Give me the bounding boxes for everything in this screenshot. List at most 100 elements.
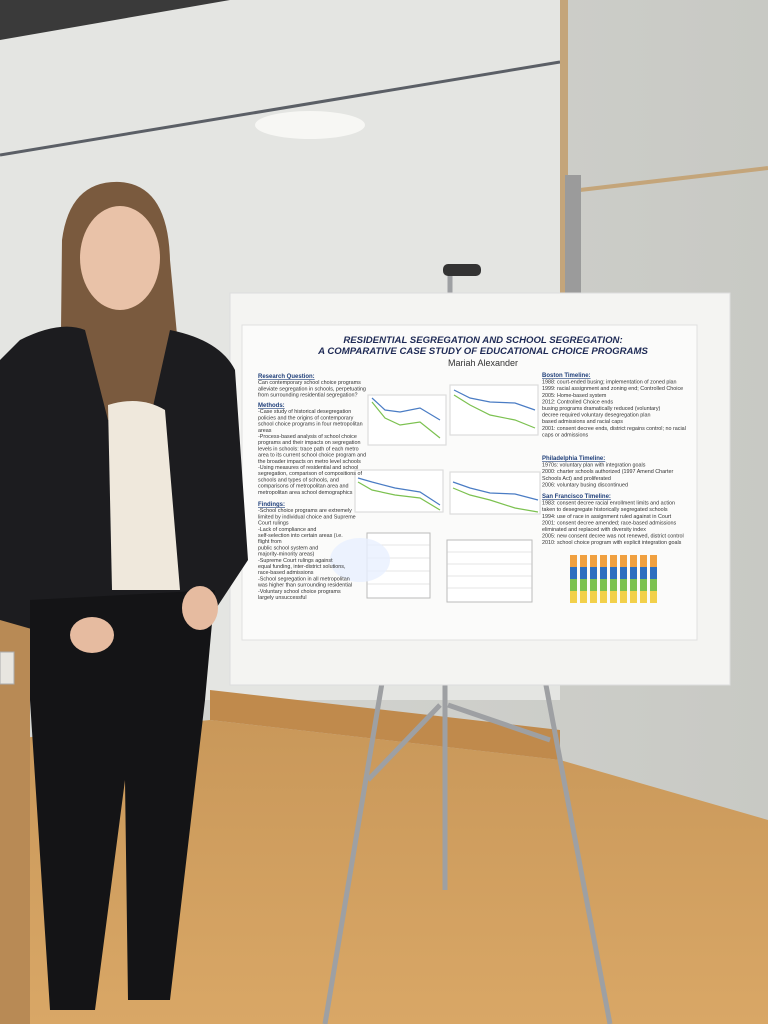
figure-bar: [620, 567, 627, 579]
figure-bar: [590, 555, 597, 567]
figure-bar: [610, 555, 617, 567]
person: [0, 181, 248, 1010]
figure-bar: [600, 579, 607, 591]
section-line: schools and types of schools, and: [258, 477, 339, 483]
figure-bar: [650, 567, 657, 579]
section-line: -Using measures of residential and schoo…: [258, 465, 358, 471]
section-line: -Process-based analysis of school choice: [258, 434, 357, 440]
poster-author: Mariah Alexander: [448, 358, 518, 368]
easel: [322, 270, 613, 1024]
figure-bar: [650, 579, 657, 591]
figure-bar: [600, 555, 607, 567]
outlet: [0, 651, 15, 685]
section-line: -School segregation in all metropolitan: [258, 576, 350, 582]
figure-bar: [570, 591, 577, 603]
light-reflection: [255, 111, 365, 139]
section-line: Court rulings: [258, 521, 289, 527]
section-line: self-selection into certain areas (i.e.: [258, 533, 343, 539]
section-line: largely unsuccessful: [258, 595, 307, 601]
section-heading: Philadelphia Timeline:: [542, 456, 605, 462]
section-line: -Case study of historical desegregation: [258, 409, 351, 415]
section-line: Can contemporary school choice programs: [258, 380, 361, 386]
baseboard: [210, 690, 560, 760]
figure-bar: [580, 591, 587, 603]
section-line: school choice programs in four metropoli…: [258, 422, 363, 428]
section-line: public school system and: [258, 545, 318, 551]
easel-clamp: [443, 264, 481, 276]
section-line: 1994: use of race in assignment ruled ag…: [542, 514, 672, 520]
figure-bar: [570, 567, 577, 579]
figure-bar: [640, 579, 647, 591]
figure-bar: [650, 555, 657, 567]
section-line: equal funding, inter-district solutions,: [258, 564, 346, 570]
figure-bar: [630, 579, 637, 591]
figure-bar: [600, 591, 607, 603]
section-line: majority-minority areas): [258, 552, 315, 558]
figure-bar: [580, 555, 587, 567]
section-heading: Boston Timeline:: [542, 373, 591, 379]
section-line: 2000: charter schools authorized (1997 A…: [542, 469, 673, 475]
section-line: race-based admissions: [258, 570, 314, 576]
section-line: 1988: court-ended busing; implementation…: [542, 380, 677, 386]
figure-bar: [630, 591, 637, 603]
section-line: was higher than surrounding residential: [257, 583, 352, 589]
figure-bar: [610, 579, 617, 591]
figure-bar: [620, 555, 627, 567]
section-line: Schools Act) and proliferated: [542, 476, 611, 482]
section-line: 2005: new consent decree was not renewed…: [542, 534, 684, 540]
poster-subtitle: A COMPARATIVE CASE STUDY OF EDUCATIONAL …: [317, 346, 648, 357]
section-line: from surrounding residential segregation…: [258, 393, 358, 399]
figure-bar: [610, 591, 617, 603]
section-line: limited by individual choice and Supreme: [258, 514, 356, 520]
section-line: based admissions and racial caps: [542, 419, 623, 425]
figure-bar: [640, 555, 647, 567]
figure-bar: [630, 567, 637, 579]
section-line: 2005: Home-based system: [542, 393, 607, 399]
figure-bar: [580, 579, 587, 591]
ceiling-trim: [0, 0, 230, 40]
section-line: 1983: consent decree racial enrollment l…: [542, 501, 675, 507]
section-line: 2012: Controlled Choice ends: [542, 399, 613, 405]
section-line: eliminated and replaced with diversity i…: [542, 527, 646, 533]
section-heading: Methods:: [258, 403, 285, 409]
figure-bar: [600, 567, 607, 579]
figure-bar: [580, 567, 587, 579]
section-line: caps or admissions: [542, 432, 588, 438]
section-line: busing programs dramatically reduced (vo…: [542, 406, 661, 412]
section-line: levels in schools: trace path of each me…: [258, 446, 359, 452]
section-heading: Findings:: [258, 502, 285, 508]
section-line: area to its current school choice progra…: [258, 453, 366, 459]
section-line: alleviate segregation in schools, perpet…: [258, 386, 366, 392]
figure-bar: [610, 567, 617, 579]
section-line: segregation, comparison of compositions …: [258, 471, 362, 477]
section-line: decree required voluntary desegregation …: [542, 413, 650, 419]
section-line: 1999: racial assignment and zoning end; …: [542, 386, 683, 392]
section-line: -Lack of compliance and: [258, 527, 316, 533]
figure-bar: [590, 579, 597, 591]
figure-bar: [640, 591, 647, 603]
section-line: the broader impacts on metro level schoo…: [258, 459, 361, 465]
section-heading: San Francisco Timeline:: [542, 494, 611, 500]
poster-figures: [330, 384, 657, 603]
section-line: comparisons of metropolitan area and: [258, 484, 349, 490]
figure-bar: [640, 567, 647, 579]
section-line: -Voluntary school choice programs: [258, 589, 341, 595]
section-line: -School choice programs are extremely: [258, 508, 352, 514]
section-line: policies and the origins of contemporary: [258, 415, 354, 421]
section-line: 2010: school choice program with explici…: [542, 540, 682, 546]
poster-title: RESIDENTIAL SEGREGATION AND SCHOOL SEGRE…: [343, 335, 622, 346]
figure-bar: [590, 567, 597, 579]
section-line: -Supreme Court rulings against: [258, 558, 333, 564]
panel-trim: [560, 0, 568, 300]
figure-bar: [570, 579, 577, 591]
section-line: metropolitan area school demographics: [258, 490, 353, 496]
section-line: 1970s: voluntary plan with integration g…: [542, 463, 646, 469]
panel-trim: [579, 166, 768, 192]
section-line: 2001: consent decree amended; race-based…: [542, 520, 677, 526]
figure-bar: [650, 591, 657, 603]
pipe: [565, 175, 581, 295]
section-line: areas: [258, 428, 272, 434]
figure-bar: [630, 555, 637, 567]
